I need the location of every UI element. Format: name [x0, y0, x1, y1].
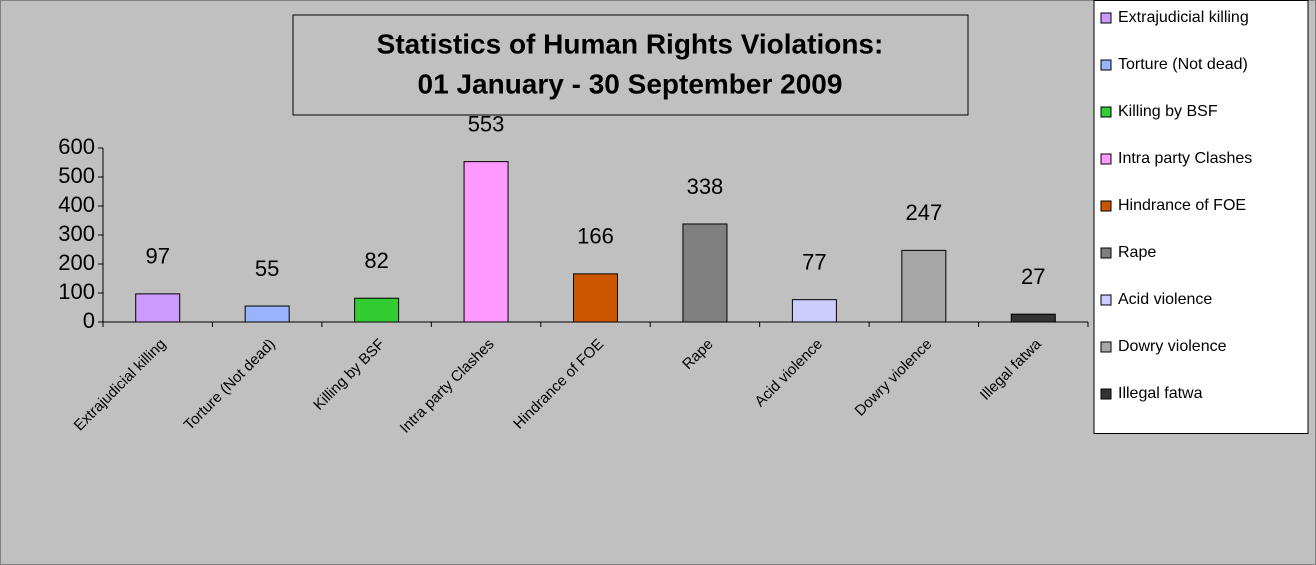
legend-swatch: [1100, 153, 1112, 165]
y-tick-label: 300: [58, 221, 95, 246]
legend-box: [1093, 0, 1309, 434]
y-tick-label: 100: [58, 279, 95, 304]
bar: [682, 223, 728, 323]
legend-label: Hindrance of FOE: [1118, 197, 1246, 214]
legend-swatch: [1100, 59, 1112, 71]
legend-label: Torture (Not dead): [1118, 56, 1248, 73]
chart-title: 01 January - 30 September 2009: [418, 68, 843, 99]
title-box: [292, 14, 969, 116]
bar: [1010, 313, 1056, 323]
data-label: 97: [145, 244, 169, 269]
legend-label: Extrajudicial killing: [1118, 9, 1249, 26]
legend-label: Dowry violence: [1118, 338, 1227, 355]
legend-label: Acid violence: [1118, 291, 1212, 308]
y-tick-label: 400: [58, 192, 95, 217]
bar: [791, 299, 837, 323]
legend-swatch: [1100, 388, 1112, 400]
chart-title: Statistics of Human Rights Violations:: [377, 28, 884, 59]
bar: [463, 161, 509, 323]
legend-swatch: [1100, 294, 1112, 306]
data-label: 27: [1021, 264, 1045, 289]
legend-label: Intra party Clashes: [1118, 150, 1252, 167]
y-tick-label: 500: [58, 163, 95, 188]
legend-swatch: [1100, 106, 1112, 118]
legend-swatch: [1100, 12, 1112, 24]
y-tick-label: 200: [58, 250, 95, 275]
data-label: 77: [802, 249, 826, 274]
bar: [244, 305, 290, 323]
legend-label: Illegal fatwa: [1118, 385, 1203, 402]
bar: [135, 293, 181, 323]
bar: [901, 249, 947, 323]
legend-label: Killing by BSF: [1118, 103, 1218, 120]
bar: [354, 297, 400, 323]
legend-label: Rape: [1118, 244, 1156, 261]
data-label: 82: [364, 248, 388, 273]
data-label: 166: [577, 224, 614, 249]
legend-swatch: [1100, 200, 1112, 212]
y-tick-label: 0: [83, 308, 95, 333]
legend-swatch: [1100, 341, 1112, 353]
data-label: 55: [255, 256, 279, 281]
data-label: 553: [468, 111, 505, 136]
data-label: 247: [905, 200, 942, 225]
y-tick-label: 600: [58, 134, 95, 159]
bar: [573, 273, 618, 323]
data-label: 338: [687, 174, 724, 199]
legend-swatch: [1100, 247, 1112, 259]
